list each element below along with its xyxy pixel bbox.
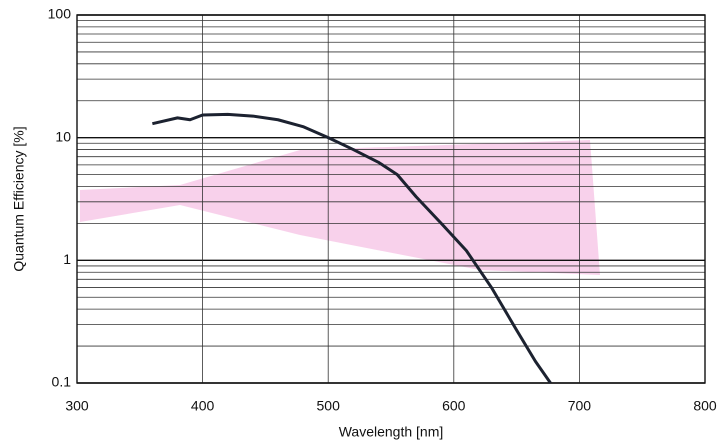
background-watermark [80,140,600,275]
x-tick-label: 400 [191,398,215,414]
x-tick-label: 600 [442,398,466,414]
plot-frame [76,14,706,384]
y-tick-label: 10 [55,128,71,144]
x-tick-label: 700 [568,398,592,414]
y-tick-label: 0.1 [52,374,72,390]
x-tick-label: 300 [65,398,89,414]
y-tick-label: 100 [48,6,72,22]
x-tick-label: 800 [693,398,717,414]
x-tick-label: 500 [317,398,341,414]
y-tick-label: 1 [63,251,71,267]
y-axis-label: Quantum Efficiency [%] [11,126,27,271]
x-axis-label: Wavelength [nm] [339,424,444,440]
line [152,112,552,384]
